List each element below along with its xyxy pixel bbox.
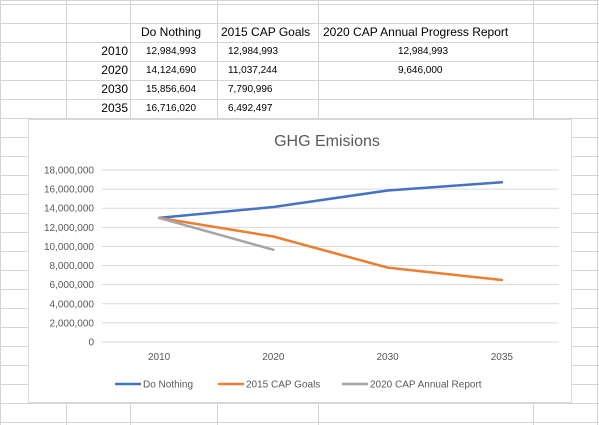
chart-title: GHG Emisions	[274, 133, 380, 150]
y-tick-label: 16,000,000	[44, 185, 94, 196]
y-tick-label: 0	[88, 338, 94, 349]
cap-goals-cell-2010[interactable]: 12,984,993	[228, 46, 279, 57]
do-nothing-cell-2010[interactable]: 12,984,993	[146, 46, 197, 57]
cap-goals-cell-2030[interactable]: 7,790,996	[228, 84, 273, 95]
y-tick-label: 6,000,000	[50, 280, 95, 291]
x-tick-label: 2010	[148, 352, 171, 363]
y-tick-label: 14,000,000	[44, 204, 94, 215]
column-header-do-nothing[interactable]: Do Nothing	[141, 25, 202, 39]
y-tick-label: 10,000,000	[44, 242, 94, 253]
legend-label: 2020 CAP Annual Report	[370, 380, 482, 391]
legend-label: 2015 CAP Goals	[246, 380, 320, 391]
chart-plot-area: GHG Emisions 0 2,000,000 4,000,000 6,000,00…	[44, 133, 559, 391]
cap-goals-cell-2035[interactable]: 6,492,497	[228, 103, 273, 114]
series-line[interactable]	[157, 181, 504, 220]
column-header-2020-cap-progress[interactable]: 2020 CAP Annual Progress Report	[323, 25, 509, 39]
do-nothing-cell-2035[interactable]: 16,716,020	[146, 103, 197, 114]
do-nothing-cell-2030[interactable]: 15,856,604	[146, 84, 197, 95]
x-tick-label: 2020	[262, 352, 285, 363]
do-nothing-cell-2020[interactable]: 14,124,690	[146, 65, 197, 76]
ghg-emissions-chart[interactable]: GHG Emisions 0 2,000,000 4,000,000 6,000,00…	[28, 119, 572, 403]
y-tick-label: 2,000,000	[50, 318, 95, 329]
year-cell-2030[interactable]: 2030	[101, 82, 128, 96]
series-line[interactable]	[157, 216, 504, 282]
y-tick-label: 18,000,000	[44, 166, 94, 177]
progress-cell-2020[interactable]: 9,646,000	[398, 65, 443, 76]
series-line[interactable]	[157, 216, 275, 252]
year-cell-2010[interactable]: 2010	[101, 44, 128, 58]
x-tick-label: 2030	[377, 352, 400, 363]
year-cell-2035[interactable]: 2035	[101, 101, 128, 115]
x-tick-label: 2035	[491, 352, 514, 363]
y-tick-label: 12,000,000	[44, 223, 94, 234]
cap-goals-cell-2020[interactable]: 11,037,244	[228, 65, 278, 76]
progress-cell-2010[interactable]: 12,984,993	[398, 46, 449, 57]
column-header-2015-cap-goals[interactable]: 2015 CAP Goals	[221, 25, 311, 39]
year-cell-2020[interactable]: 2020	[101, 63, 128, 77]
y-tick-label: 4,000,000	[50, 299, 95, 310]
y-tick-label: 8,000,000	[50, 261, 95, 272]
legend-label: Do Nothing	[143, 380, 193, 391]
